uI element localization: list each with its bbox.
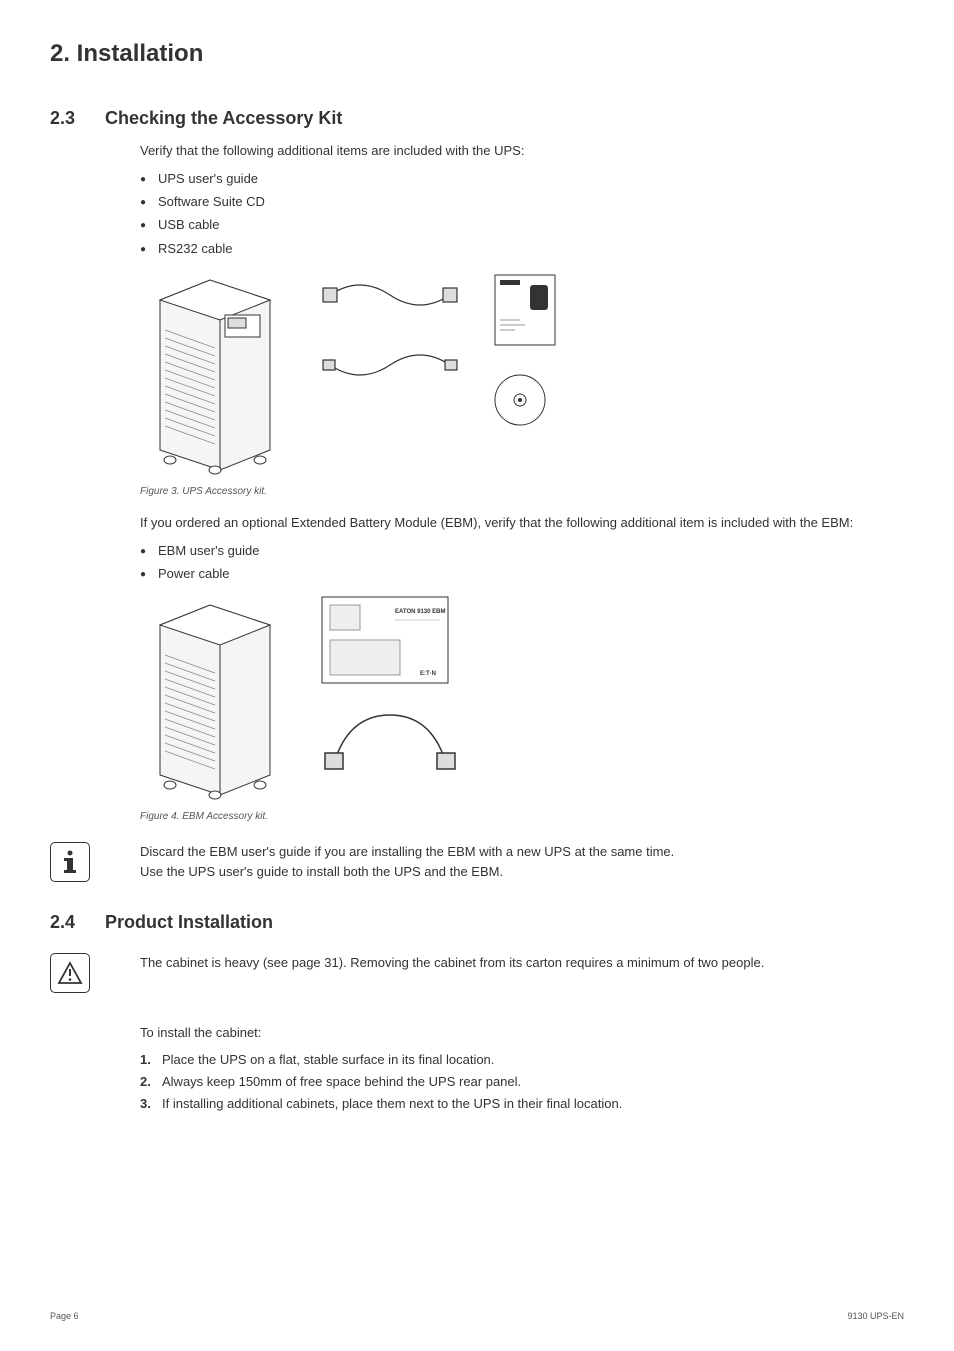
list-item: EBM user's guide [140, 539, 904, 562]
step-item: Place the UPS on a flat, stable surface … [140, 1049, 904, 1071]
info-icon [50, 842, 90, 882]
ebm-intro: If you ordered an optional Extended Batt… [140, 513, 904, 533]
ups-items-list: UPS user's guide Software Suite CD USB c… [140, 167, 904, 261]
info-note-line1: Discard the EBM user's guide if you are … [140, 844, 674, 859]
step-item: Always keep 150mm of free space behind t… [140, 1071, 904, 1093]
step-item: If installing additional cabinets, place… [140, 1093, 904, 1115]
figure-4: EATON 9130 EBM E:T·N Figure 4. EBM Acces… [140, 595, 904, 822]
warning-note: The cabinet is heavy (see page 31). Remo… [50, 953, 904, 993]
power-cable-illustration [320, 705, 460, 775]
footer-right: 9130 UPS-EN [847, 1311, 904, 1321]
section-23-content: Verify that the following additional ite… [140, 141, 904, 822]
svg-text:EATON 9130 EBM: EATON 9130 EBM [395, 609, 445, 615]
info-note: Discard the EBM user's guide if you are … [50, 842, 904, 882]
section-23-intro: Verify that the following additional ite… [140, 141, 904, 161]
info-note-text: Discard the EBM user's guide if you are … [140, 842, 674, 881]
warning-text: The cabinet is heavy (see page 31). Remo… [140, 953, 764, 973]
ups-tower-illustration [140, 270, 290, 480]
page-footer: Page 6 9130 UPS-EN [50, 1311, 904, 1321]
steps-intro: To install the cabinet: [140, 1023, 904, 1043]
section-24-num: 2.4 [50, 912, 105, 933]
figure-4-caption: Figure 4. EBM Accessory kit. [140, 811, 904, 822]
section-24-title: Product Installation [105, 912, 273, 933]
rs232-cable-illustration [320, 270, 460, 320]
ebm-items-list: EBM user's guide Power cable [140, 539, 904, 586]
warning-icon [50, 953, 90, 993]
user-guide-illustration [490, 270, 560, 350]
usb-cable-illustration [320, 340, 460, 390]
figure-3-caption: Figure 3. UPS Accessory kit. [140, 486, 904, 497]
chapter-title: 2. Installation [50, 40, 904, 68]
list-item: USB cable [140, 213, 904, 236]
list-item: RS232 cable [140, 237, 904, 260]
info-note-line2: Use the UPS user's guide to install both… [140, 864, 503, 879]
cd-illustration [490, 370, 550, 430]
section-24-content: To install the cabinet: Place the UPS on… [140, 1023, 904, 1115]
ebm-guide-illustration: EATON 9130 EBM E:T·N [320, 595, 450, 685]
install-steps: Place the UPS on a flat, stable surface … [140, 1049, 904, 1115]
list-item: Power cable [140, 562, 904, 585]
ebm-tower-illustration [140, 595, 290, 805]
section-23-header: 2.3 Checking the Accessory Kit [50, 108, 904, 129]
section-24-header: 2.4 Product Installation [50, 912, 904, 933]
footer-left: Page 6 [50, 1311, 79, 1321]
section-23-num: 2.3 [50, 108, 105, 129]
section-23-title: Checking the Accessory Kit [105, 108, 342, 129]
figure-3: Figure 3. UPS Accessory kit. [140, 270, 904, 497]
list-item: UPS user's guide [140, 167, 904, 190]
list-item: Software Suite CD [140, 190, 904, 213]
svg-text:E:T·N: E:T·N [420, 671, 436, 677]
